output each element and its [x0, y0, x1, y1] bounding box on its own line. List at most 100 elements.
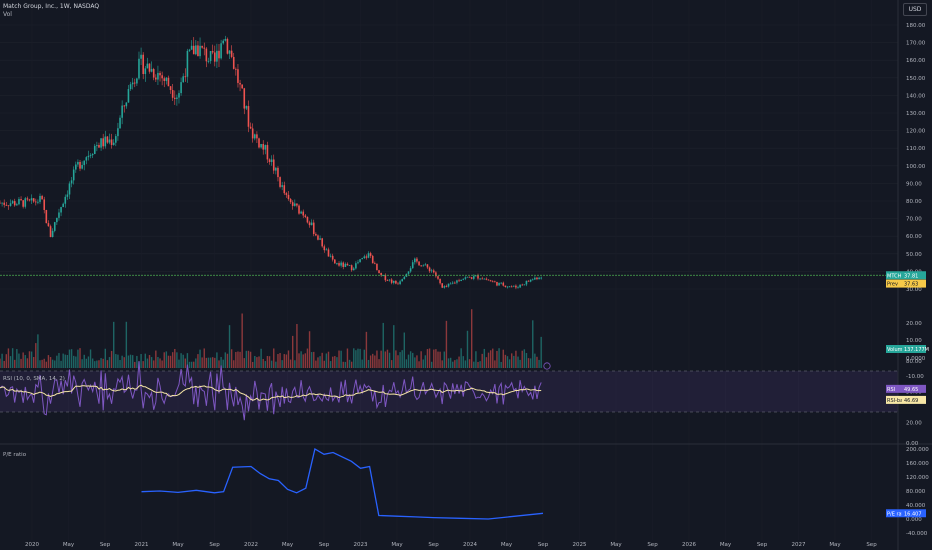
time-axis[interactable]: 2020 May Sep 2021 May Sep 2022 May Sep 2023 May Sep…	[25, 542, 877, 548]
price-tick-label: 180.00	[906, 23, 926, 29]
candle	[371, 255, 374, 264]
volume-bar	[165, 351, 168, 368]
volume-bar	[540, 336, 542, 368]
candle	[380, 272, 382, 276]
time-tick-label: 2021	[135, 542, 149, 548]
volume-bar	[508, 359, 511, 368]
candle	[163, 78, 166, 81]
candle	[502, 282, 505, 286]
candle	[104, 136, 107, 147]
candle	[411, 262, 414, 269]
candle	[260, 143, 262, 148]
candle	[445, 286, 448, 287]
candle	[464, 277, 467, 279]
candle	[401, 279, 404, 282]
volume-bar	[9, 356, 12, 368]
candle	[534, 277, 536, 280]
volume-bar	[28, 351, 31, 368]
candle	[3, 202, 6, 205]
candle	[131, 82, 134, 85]
candle	[285, 193, 288, 195]
volume-bar	[468, 359, 471, 368]
time-tick-label: 2020	[25, 542, 39, 548]
candle	[523, 284, 526, 286]
candle	[165, 77, 168, 81]
candle	[416, 258, 418, 262]
volume-bar	[201, 357, 203, 368]
volume-bar	[323, 360, 325, 368]
candle	[384, 274, 387, 281]
price-tick-label: 150.00	[906, 76, 926, 82]
volume-tick-label: 0.0000	[906, 356, 926, 362]
candle	[32, 198, 35, 202]
volume-bar	[123, 357, 125, 368]
candle	[485, 278, 488, 280]
time-tick-label: 2027	[792, 542, 806, 548]
volume-bar	[485, 357, 488, 368]
candle	[30, 198, 33, 201]
volume-bar	[374, 355, 376, 368]
rsi-tick-label: 0.00	[906, 441, 919, 447]
volume-bar	[226, 353, 229, 368]
volume-bar	[447, 358, 450, 368]
volume-bar	[492, 348, 494, 368]
volume-bar	[7, 348, 10, 368]
candle	[376, 263, 378, 271]
volume-bar	[523, 349, 526, 368]
candle	[390, 279, 393, 283]
candle	[190, 45, 193, 50]
volume-bar	[321, 352, 323, 368]
scroll-to-realtime-icon[interactable]	[543, 362, 551, 370]
volume-bar	[60, 360, 62, 368]
candle	[16, 204, 18, 206]
candle	[418, 261, 420, 266]
candle	[300, 211, 302, 214]
volume-bar	[390, 360, 393, 368]
volume-bar	[174, 348, 176, 368]
price-tick-label: 30.00	[906, 287, 922, 293]
volume-bar	[197, 354, 199, 368]
candle	[481, 278, 484, 280]
volume-bar	[117, 354, 119, 368]
volume-bar	[266, 355, 269, 368]
volume-bar	[184, 358, 187, 368]
candle	[342, 262, 345, 267]
badge-value: 49.65	[904, 387, 918, 393]
pe-tick-label: 80.000	[906, 489, 926, 495]
volume-bar	[372, 353, 374, 368]
time-tick-label: May	[610, 542, 622, 548]
candle	[451, 282, 454, 284]
price-tick-label: 100.00	[906, 164, 926, 170]
price-axis[interactable]: 180.00 170.00 160.00 150.00 140.00 130.00 120.…	[906, 23, 926, 293]
candle	[245, 106, 248, 109]
volume-bar	[45, 361, 48, 368]
volume-bar	[243, 358, 245, 368]
candle	[449, 283, 452, 285]
candle	[443, 286, 446, 288]
volume-bar	[73, 355, 75, 368]
candle	[268, 159, 271, 162]
candle	[325, 249, 328, 251]
volume-bar	[405, 359, 408, 368]
volume-bar	[91, 358, 94, 368]
volume-bar	[32, 356, 35, 368]
candle	[213, 52, 216, 62]
candle	[262, 143, 265, 150]
candle	[521, 284, 524, 286]
time-tick-label: Sep	[428, 542, 439, 548]
currency-button[interactable]: USD	[903, 3, 927, 16]
candle	[205, 48, 208, 62]
candle	[127, 89, 130, 103]
candle	[531, 279, 534, 281]
time-tick-label: 2025	[573, 542, 587, 548]
time-tick-label: May	[391, 542, 403, 548]
candle	[525, 280, 528, 285]
candle	[331, 255, 334, 260]
candle	[241, 84, 243, 89]
volume-bar	[433, 349, 435, 368]
volume-bar	[359, 348, 361, 368]
volume-bar	[214, 357, 216, 368]
candle	[382, 274, 385, 276]
candle	[327, 249, 330, 257]
